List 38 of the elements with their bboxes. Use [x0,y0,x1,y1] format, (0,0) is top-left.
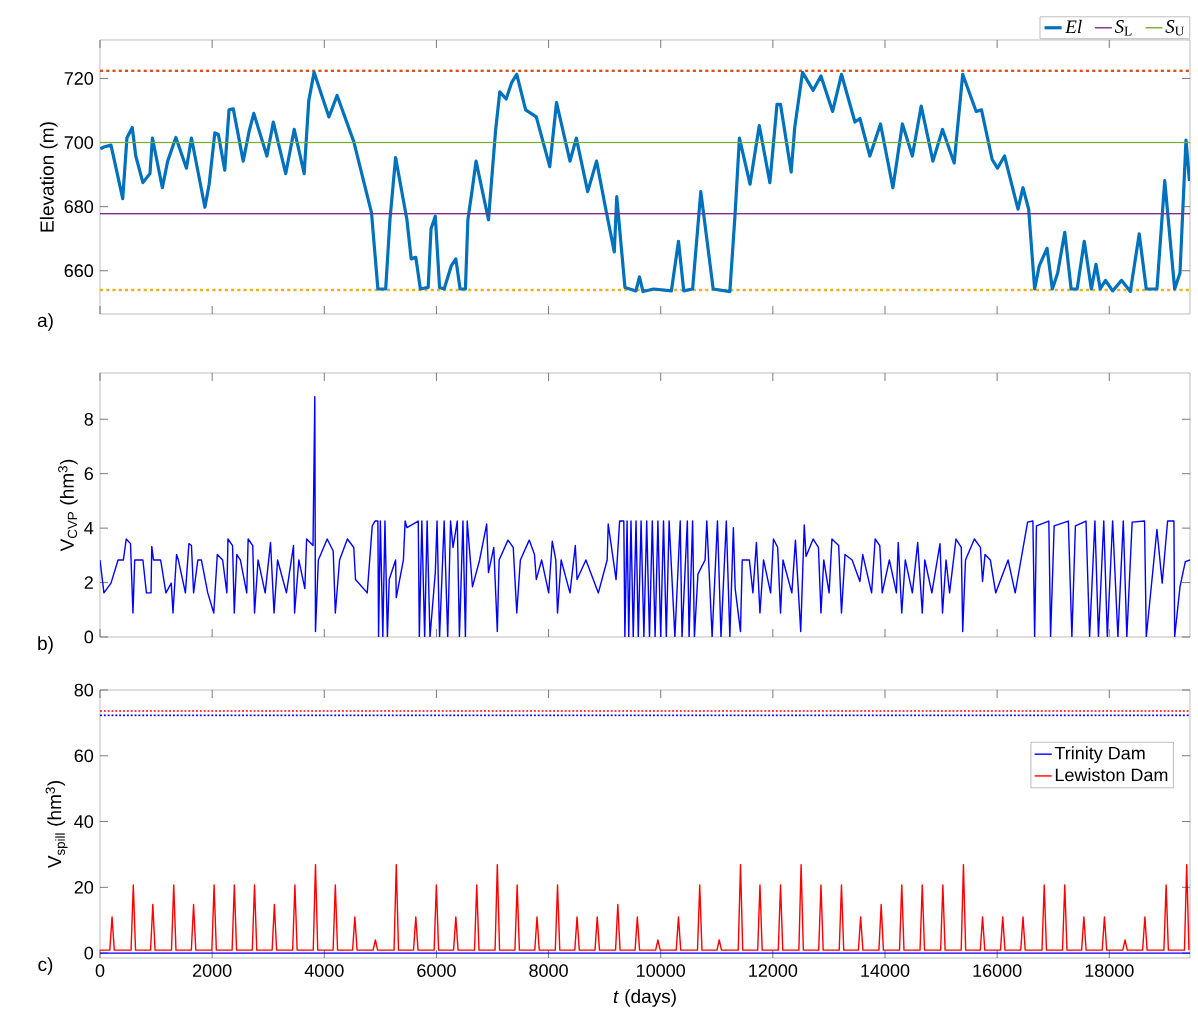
legend-label: S$_{U}$ [1165,20,1185,36]
x-tick-label: 12000 [749,964,798,977]
x-tick-label: 8000 [529,964,568,977]
y-tick-label: 60 [74,749,94,763]
y-tick-label: 680 [64,200,94,214]
legend-label: El [1065,19,1082,33]
legend-label: S$_{L}$ [1114,20,1132,36]
y-tick-label: 4 [84,521,94,535]
line-series [100,70,1191,294]
y-axis-title: V$_{spill}$ (hm$^{3}$) [45,781,68,869]
y-tick-label: 6 [84,467,94,481]
x-tick-label: 14000 [861,964,910,977]
x-tick-label: 16000 [973,964,1022,977]
text: c) [38,957,53,975]
y-tick-label: 2 [84,576,93,589]
x-axis-title: t (days) [613,989,676,1007]
text: a) [37,313,53,331]
x-tick-label: 6000 [417,964,456,977]
x-tick-label: 4000 [304,964,344,977]
y-tick-label: 40 [74,815,94,828]
y-tick-label: 720 [64,72,94,85]
y-tick-label: 8 [84,412,94,426]
y-tick-label: 700 [64,136,94,149]
x-tick-label: 0 [95,964,105,977]
x-tick-label: 10000 [637,964,686,977]
legend-label: Trinity Dam [1054,746,1145,764]
y-tick-label: 80 [74,683,94,697]
y-tick-label: 660 [64,264,94,278]
legend-label: Lewiston Dam [1055,768,1168,782]
y-tick-label: 0 [84,946,94,960]
y-axis-title: V$_{CVP}$ (hm$^{3}$) [58,459,78,552]
y-axis-title: Elevation (m) [39,122,58,232]
text: b) [38,636,53,654]
y-tick-label: 0 [84,630,94,644]
y-tick-label: 20 [74,880,94,894]
x-tick-label: 2000 [193,964,232,977]
line-series [100,863,1190,951]
x-tick-label: 18000 [1085,964,1134,977]
